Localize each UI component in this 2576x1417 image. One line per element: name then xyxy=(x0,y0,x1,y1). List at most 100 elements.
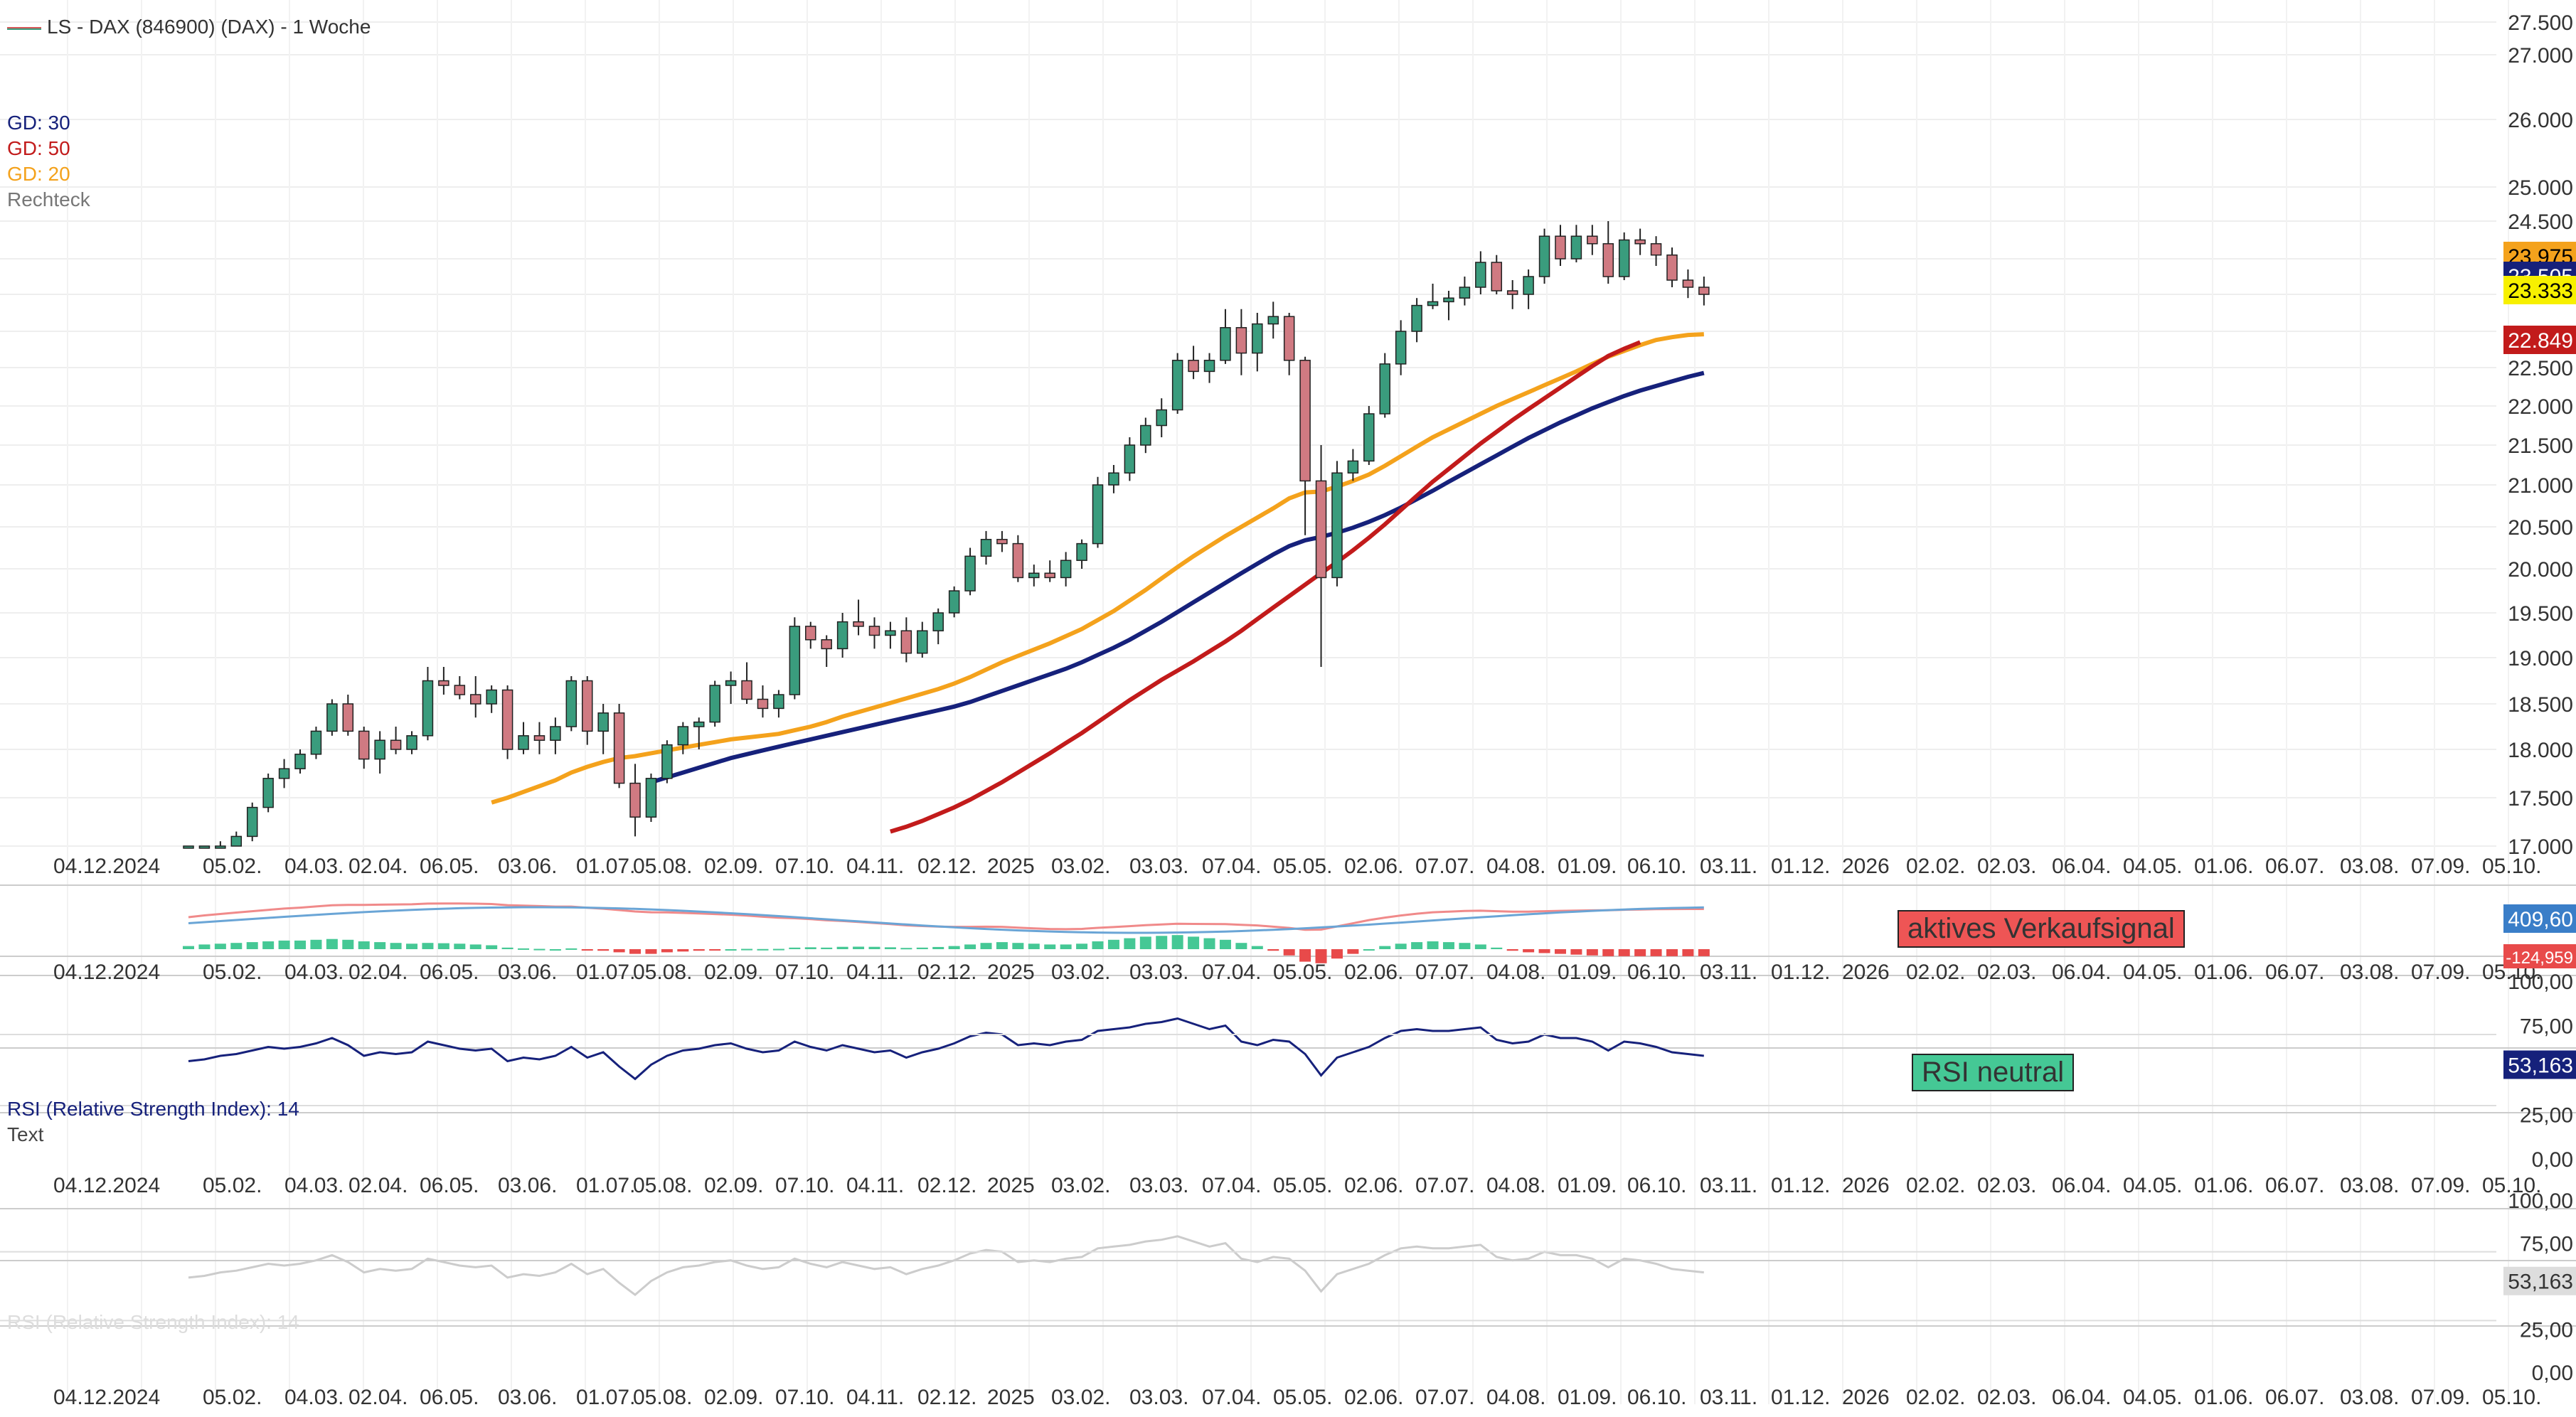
macd-bar xyxy=(326,939,338,949)
time-axis-label: 04.08. xyxy=(1486,855,1545,878)
price-axis-label: 25.000 xyxy=(2508,176,2573,200)
candle-body xyxy=(438,680,449,686)
time-axis-label: 01.09. xyxy=(1558,1386,1617,1409)
macd-bar xyxy=(437,943,449,949)
macd-bar xyxy=(836,946,848,949)
candle-body xyxy=(278,768,290,779)
candle-body xyxy=(1538,235,1550,277)
time-axis-label: 06.05. xyxy=(420,855,479,878)
candle-body xyxy=(709,685,720,723)
candle-body xyxy=(805,626,816,641)
time-axis-label: 06.05. xyxy=(420,1386,479,1409)
macd-bar xyxy=(183,946,194,949)
candle-body xyxy=(853,621,864,627)
time-axis-label: 05.02. xyxy=(203,961,262,984)
macd-bar xyxy=(1538,949,1550,953)
candle-body xyxy=(1570,235,1582,260)
candle-body xyxy=(1299,360,1311,482)
price-axis-label: 17.000 xyxy=(2508,835,2573,859)
candle-body xyxy=(725,680,737,686)
price-axis-label: 22.000 xyxy=(2508,395,2573,419)
time-axis-label: 06.10. xyxy=(1627,961,1686,984)
legend-rechteck[interactable]: Rechteck xyxy=(7,188,90,210)
time-axis-label: 03.11. xyxy=(1700,855,1757,878)
time-axis-label: 02.02. xyxy=(1906,1386,1965,1409)
candle-body xyxy=(980,538,992,557)
time-axis-label: 06.10. xyxy=(1627,1386,1686,1409)
rsi-signal-label: RSI neutral xyxy=(1912,1054,2075,1091)
rsi2-label: RSI (Relative Strength Index): 14 xyxy=(7,1311,299,1333)
candle-body xyxy=(1331,472,1343,579)
time-axis-label: 04.05. xyxy=(2123,1174,2182,1197)
time-axis-label: 01.06. xyxy=(2194,1174,2253,1197)
macd-bar xyxy=(1459,943,1471,949)
macd-bar xyxy=(900,948,912,950)
ma-line-gd30 xyxy=(650,370,1705,785)
candle-body xyxy=(1235,327,1247,354)
macd-badge-neg-bg xyxy=(2503,944,2576,968)
price-axis-label: 21.500 xyxy=(2508,434,2573,458)
macd-bar xyxy=(1666,949,1678,956)
time-axis-label: 02.02. xyxy=(1906,1174,1965,1197)
time-axis-label: 06.07. xyxy=(2265,1386,2324,1409)
time-axis-label: 04.08. xyxy=(1486,1386,1545,1409)
candle-body xyxy=(486,689,497,705)
price-badge-bg xyxy=(2503,276,2576,304)
time-axis-label: 02.03. xyxy=(1977,961,2036,984)
time-axis-label: 01.06. xyxy=(2194,961,2253,984)
macd-bar xyxy=(1139,936,1151,949)
time-axis-label: 07.07. xyxy=(1415,1386,1474,1409)
macd-bar xyxy=(613,949,625,953)
macd-bar xyxy=(1347,949,1359,954)
candle-body xyxy=(1347,460,1359,474)
macd-bar xyxy=(1363,949,1375,951)
candle-body xyxy=(1012,542,1024,579)
rsi-axis-label: 25,00 xyxy=(2520,1104,2573,1128)
candle-body xyxy=(183,845,194,849)
candle-body xyxy=(917,630,928,654)
legend-gd50[interactable]: GD: 50 xyxy=(7,137,70,159)
time-axis-label: 05.05. xyxy=(1273,961,1332,984)
candle-body xyxy=(1315,480,1327,579)
candle-body xyxy=(1587,235,1598,245)
time-axis-label: 04.12.2024 xyxy=(53,855,160,878)
macd-bar xyxy=(980,943,992,949)
candle-body xyxy=(1188,360,1199,373)
ma-line-gd20 xyxy=(491,332,1704,805)
macd-bar xyxy=(772,948,784,951)
time-axis-label: 07.04. xyxy=(1202,855,1261,878)
candle-body xyxy=(885,630,896,636)
time-axis-label: 03.06. xyxy=(498,855,557,878)
macd-bar xyxy=(725,949,737,951)
time-axis-label: 04.11. xyxy=(846,1174,904,1197)
macd-bar xyxy=(789,947,801,949)
candle-body xyxy=(757,698,769,710)
time-axis-label: 2025 xyxy=(987,855,1035,878)
legend-gd30[interactable]: GD: 30 xyxy=(7,112,70,134)
macd-bar xyxy=(581,949,593,951)
time-axis-label: 03.11. xyxy=(1700,961,1757,984)
time-axis-label: 04.05. xyxy=(2123,961,2182,984)
time-axis-label: 03.08. xyxy=(2340,855,2399,878)
time-axis-label: 02.12. xyxy=(917,1174,976,1197)
candle-body xyxy=(1252,323,1263,354)
candle-body xyxy=(501,689,513,750)
legend-gd20[interactable]: GD: 20 xyxy=(7,163,70,185)
time-axis-label: 01.06. xyxy=(2194,855,2253,878)
time-axis-label: 03.06. xyxy=(498,1386,557,1409)
macd-bar xyxy=(1171,935,1183,949)
macd-bar xyxy=(469,944,481,949)
price-axis-label: 19.000 xyxy=(2508,647,2573,670)
macd-bar xyxy=(533,948,545,951)
candle-body xyxy=(246,806,258,838)
candle-body xyxy=(948,590,960,614)
macd-bar xyxy=(501,947,513,949)
macd-bar xyxy=(262,941,275,949)
candle-body xyxy=(262,778,274,808)
time-axis-label: 05.08. xyxy=(633,1174,692,1197)
time-axis-label: 06.10. xyxy=(1627,1174,1686,1197)
time-axis-label: 02.06. xyxy=(1344,1174,1403,1197)
candle-body xyxy=(342,703,354,732)
macd-bar xyxy=(884,947,896,949)
